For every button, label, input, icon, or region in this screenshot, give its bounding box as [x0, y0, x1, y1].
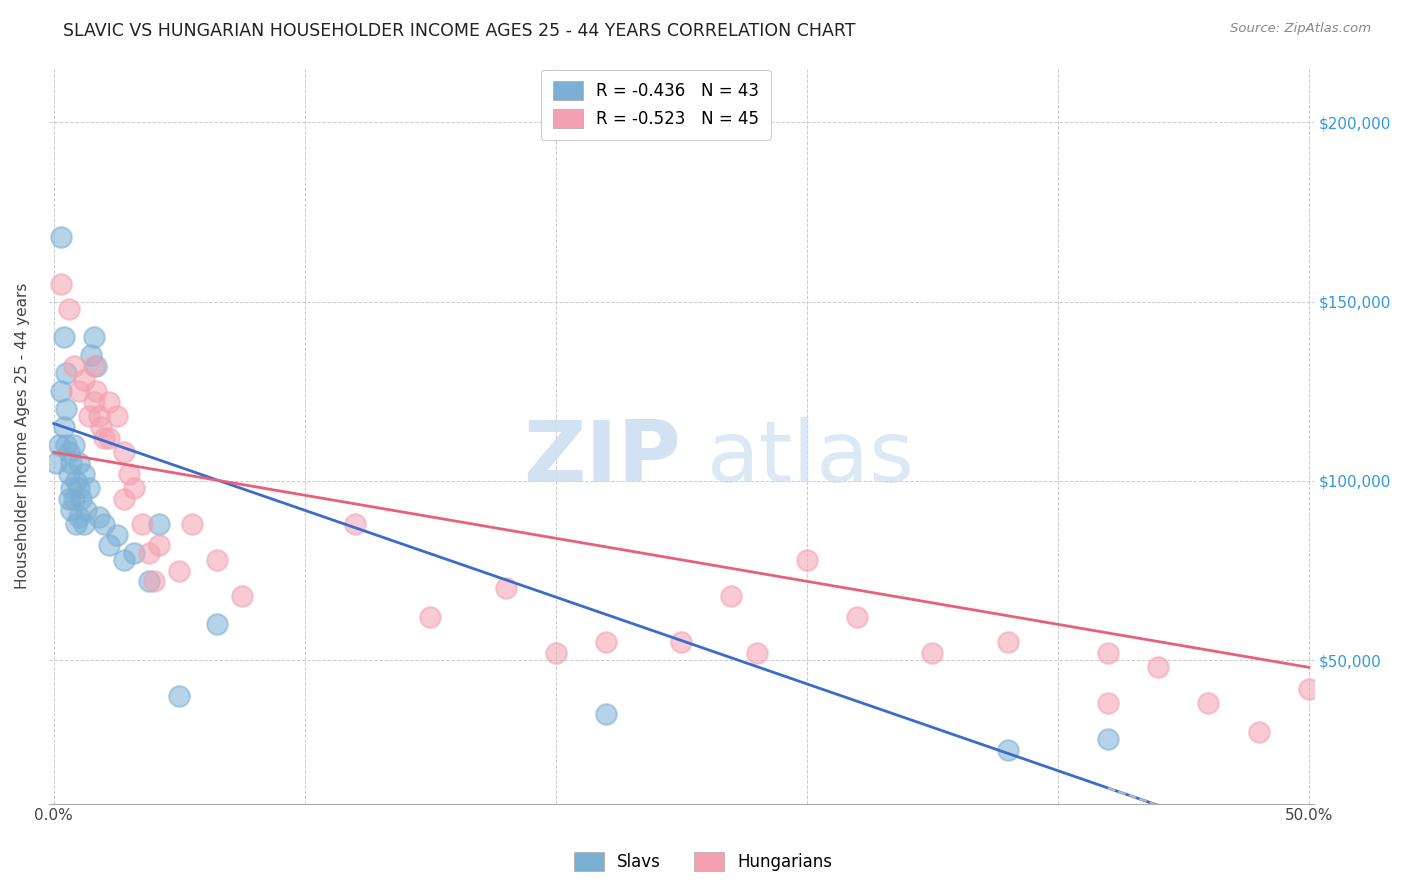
Point — [87, 509, 110, 524]
Point — [87, 409, 110, 424]
Point — [720, 589, 742, 603]
Point — [52, 420, 75, 434]
Point — [544, 646, 567, 660]
Point — [73, 374, 96, 388]
Point — [90, 420, 112, 434]
Point — [67, 509, 90, 524]
Point — [419, 610, 441, 624]
Point — [745, 646, 768, 660]
Point — [58, 301, 80, 316]
Point — [58, 467, 80, 481]
Point — [73, 516, 96, 531]
Point — [595, 706, 617, 721]
Point — [55, 402, 77, 417]
Point — [63, 491, 86, 506]
Point — [55, 367, 77, 381]
Point — [58, 491, 80, 506]
Point — [148, 516, 170, 531]
Point — [1097, 732, 1119, 747]
Point — [93, 431, 115, 445]
Point — [997, 635, 1019, 649]
Point — [1197, 696, 1219, 710]
Point — [1298, 681, 1320, 696]
Point — [98, 431, 121, 445]
Point — [1097, 696, 1119, 710]
Point — [143, 574, 166, 589]
Y-axis label: Householder Income Ages 25 - 44 years: Householder Income Ages 25 - 44 years — [15, 283, 30, 590]
Point — [52, 330, 75, 344]
Point — [65, 474, 87, 488]
Point — [595, 635, 617, 649]
Point — [148, 538, 170, 552]
Legend: Slavs, Hungarians: Slavs, Hungarians — [565, 843, 841, 880]
Point — [118, 467, 141, 481]
Point — [671, 635, 693, 649]
Point — [83, 395, 105, 409]
Point — [122, 481, 145, 495]
Point — [122, 546, 145, 560]
Point — [205, 553, 228, 567]
Point — [60, 481, 83, 495]
Point — [105, 409, 128, 424]
Text: atlas: atlas — [707, 417, 914, 500]
Point — [65, 516, 87, 531]
Point — [921, 646, 943, 660]
Point — [105, 527, 128, 541]
Point — [112, 445, 135, 459]
Point — [75, 502, 97, 516]
Point — [1247, 725, 1270, 739]
Point — [63, 359, 86, 373]
Point — [51, 230, 73, 244]
Point — [48, 438, 70, 452]
Point — [58, 445, 80, 459]
Point — [138, 546, 160, 560]
Text: ZIP: ZIP — [523, 417, 682, 500]
Point — [83, 330, 105, 344]
Point — [997, 743, 1019, 757]
Point — [112, 553, 135, 567]
Point — [131, 516, 153, 531]
Point — [1147, 660, 1170, 674]
Legend: R = -0.436   N = 43, R = -0.523   N = 45: R = -0.436 N = 43, R = -0.523 N = 45 — [541, 70, 770, 140]
Point — [231, 589, 253, 603]
Point — [169, 689, 191, 703]
Point — [138, 574, 160, 589]
Point — [67, 481, 90, 495]
Point — [73, 467, 96, 481]
Point — [77, 409, 100, 424]
Point — [112, 491, 135, 506]
Point — [495, 582, 517, 596]
Point — [70, 491, 93, 506]
Point — [60, 502, 83, 516]
Point — [51, 277, 73, 291]
Point — [45, 456, 67, 470]
Point — [205, 617, 228, 632]
Point — [55, 438, 77, 452]
Point — [80, 348, 103, 362]
Point — [51, 384, 73, 399]
Point — [169, 564, 191, 578]
Point — [93, 516, 115, 531]
Point — [180, 516, 202, 531]
Point — [1097, 646, 1119, 660]
Point — [86, 359, 108, 373]
Text: SLAVIC VS HUNGARIAN HOUSEHOLDER INCOME AGES 25 - 44 YEARS CORRELATION CHART: SLAVIC VS HUNGARIAN HOUSEHOLDER INCOME A… — [63, 22, 856, 40]
Text: Source: ZipAtlas.com: Source: ZipAtlas.com — [1230, 22, 1371, 36]
Point — [77, 481, 100, 495]
Point — [86, 384, 108, 399]
Point — [98, 538, 121, 552]
Point — [83, 359, 105, 373]
Point — [98, 395, 121, 409]
Point — [796, 553, 818, 567]
Point — [60, 456, 83, 470]
Point — [343, 516, 366, 531]
Point — [67, 456, 90, 470]
Point — [67, 384, 90, 399]
Point — [63, 438, 86, 452]
Point — [845, 610, 868, 624]
